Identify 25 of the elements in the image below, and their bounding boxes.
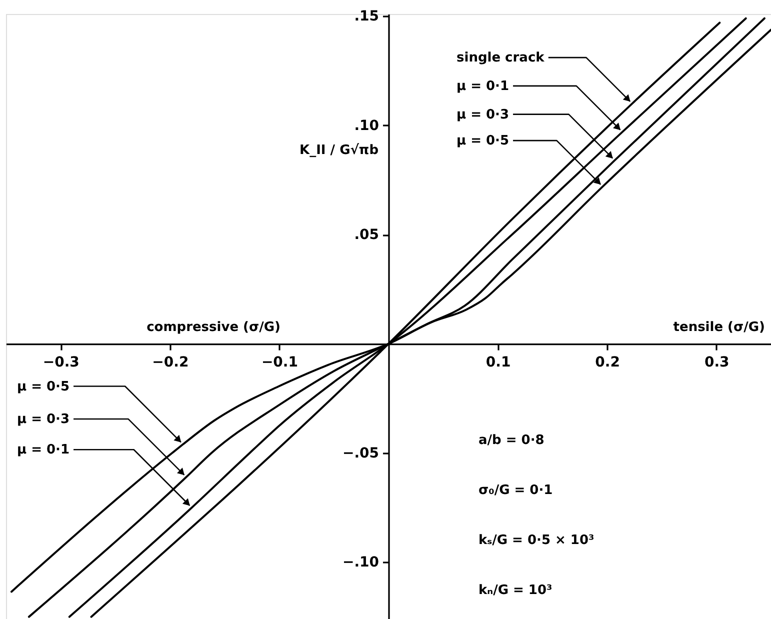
x-tick-label: 0.2 — [595, 354, 620, 370]
y-tick-label: .10 — [354, 118, 380, 134]
annotation: σ₀/G = 0·1 — [478, 482, 553, 498]
x-tick-label: 0.1 — [486, 354, 511, 370]
y-tick-label: .15 — [354, 8, 379, 25]
annotation: μ = 0·1 — [456, 78, 510, 94]
annotation: μ = 0·5 — [456, 134, 510, 149]
x-tick-label: −0.1 — [261, 354, 298, 370]
annotation: kₛ/G = 0·5 × 10³ — [478, 532, 594, 548]
annotation: tensile (σ/G) — [673, 320, 765, 335]
x-tick-label: −0.3 — [42, 354, 80, 370]
annotation: a/b = 0·8 — [478, 432, 544, 448]
annotation: single crack — [456, 50, 545, 66]
y-tick-label: .05 — [354, 227, 379, 244]
annotation: μ = 0·5 — [17, 379, 70, 394]
annotation: compressive (σ/G) — [146, 320, 280, 335]
x-tick-label: 0.3 — [704, 354, 730, 370]
annotation: kₙ/G = 10³ — [478, 582, 552, 598]
x-tick-label: −0.2 — [152, 354, 189, 370]
annotation: μ = 0·3 — [456, 107, 510, 122]
y-tick-label: −.10 — [342, 554, 380, 571]
y-axis-title: K_II / G√πb — [300, 142, 378, 158]
annotation: μ = 0·3 — [17, 412, 70, 428]
annotation: μ = 0·1 — [17, 442, 70, 458]
y-tick-label: −.05 — [342, 446, 379, 462]
